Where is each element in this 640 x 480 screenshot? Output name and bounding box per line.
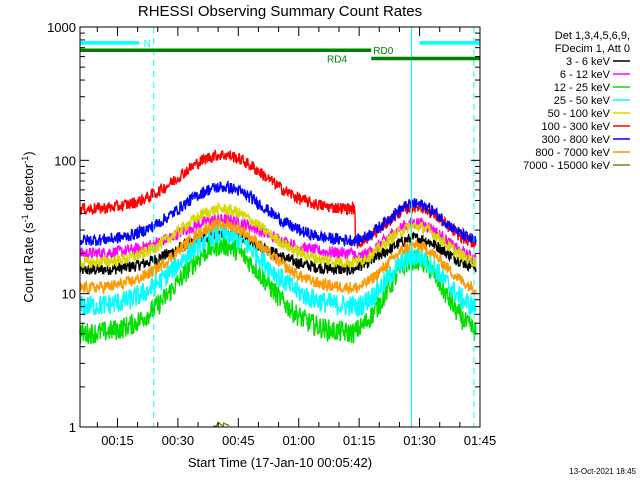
flag-label-RD4: RD4	[327, 55, 347, 66]
x-tick-label: 01:15	[343, 433, 376, 448]
flag-label-RD0: RD0	[373, 46, 393, 57]
legend-label: 7000 - 15000 keV	[523, 160, 611, 172]
legend-label: 6 - 12 keV	[560, 69, 611, 81]
y-tick-label: 10	[62, 287, 76, 302]
plot-area: N RD0 RD4	[79, 27, 480, 428]
axes: 1 10 100 1000 00:15 00:30 00:45 01:00 01:15 01:30…	[47, 20, 496, 448]
x-tick-label: 01:45	[464, 433, 497, 448]
series-line-25-50keV	[79, 223, 477, 318]
legend-label: 12 - 25 keV	[554, 82, 611, 94]
flag-label-N: N	[144, 39, 151, 50]
y-tick-label: 1000	[47, 20, 76, 35]
y-axis-label: Count Rate (s-1 detector-1)	[20, 151, 36, 302]
x-tick-label: 00:15	[101, 433, 134, 448]
x-tick-label: 00:30	[162, 433, 195, 448]
chart-title: RHESSI Observing Summary Count Rates	[138, 3, 422, 20]
series-line-300-800keV	[79, 179, 477, 248]
plot-frame	[79, 26, 481, 428]
series-line-50-100keV	[79, 201, 477, 269]
legend-label: 50 - 100 keV	[548, 108, 611, 120]
x-axis-label: Start Time (17-Jan-10 00:05:42)	[188, 455, 372, 470]
legend-label: 25 - 50 keV	[554, 95, 611, 107]
series-line-100-300keV	[79, 149, 477, 249]
y-tick-label: 100	[54, 153, 76, 168]
x-tick-label: 01:00	[282, 433, 315, 448]
legend-label: 100 - 300 keV	[542, 121, 611, 133]
legend-header-line-1: Det 1,3,4,5,6,9,	[555, 30, 630, 42]
series-line-800-7000keV	[79, 216, 477, 296]
legend: Det 1,3,4,5,6,9, FDecim 1, Att 0 3 - 6 k…	[523, 30, 630, 172]
legend-label: 300 - 800 keV	[542, 134, 611, 146]
x-tick-label: 00:45	[222, 433, 255, 448]
series-line-7000-15000keV	[213, 421, 230, 428]
legend-label: 800 - 7000 keV	[535, 147, 610, 159]
legend-header-line-2: FDecim 1, Att 0	[555, 43, 630, 55]
x-tick-label: 01:30	[403, 433, 436, 448]
legend-label: 3 - 6 keV	[566, 56, 611, 68]
footer-date: 13-Oct-2021 18:45	[569, 467, 636, 476]
y-tick-label: 1	[69, 420, 76, 435]
